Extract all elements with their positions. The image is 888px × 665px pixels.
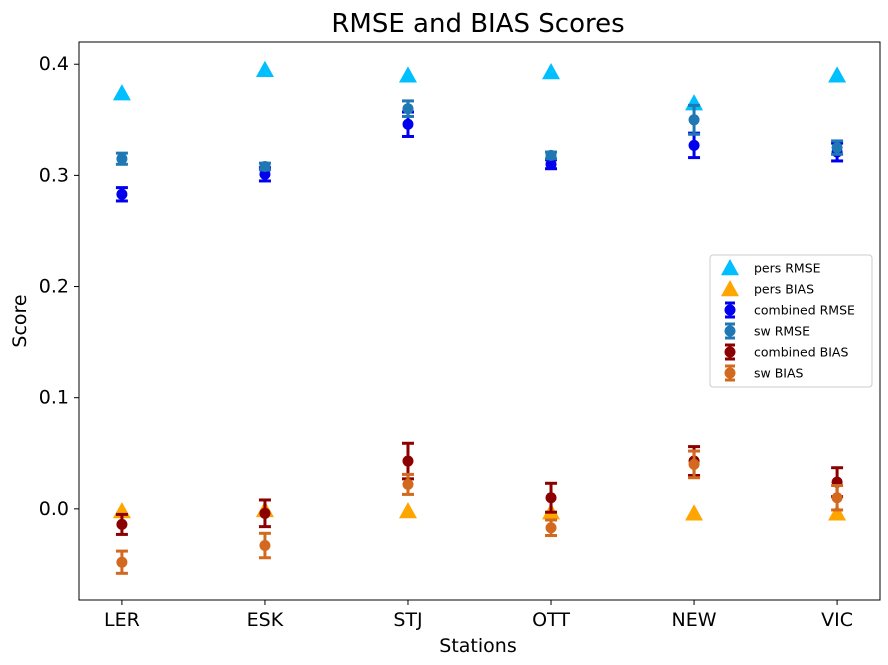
plot-area — [112, 60, 847, 575]
plot-frame — [78, 41, 881, 601]
combined-bias-point — [259, 507, 271, 519]
sw-bias-point — [116, 556, 128, 568]
y-tick-label: 0.3 — [39, 164, 69, 186]
y-axis-label: Score — [9, 294, 31, 347]
sw-bias-point — [402, 478, 414, 490]
combined-rmse-point — [116, 188, 128, 200]
combined-bias-point — [402, 455, 414, 467]
x-tick-label: STJ — [393, 609, 422, 631]
pers-rmse-point — [398, 66, 417, 83]
y-tick-label: 0.4 — [39, 53, 69, 75]
y-tick-label: 0.2 — [39, 276, 69, 298]
legend-label: combined BIAS — [754, 345, 848, 360]
sw-bias-point — [259, 540, 271, 552]
legend-box — [709, 254, 873, 388]
x-tick-label: LER — [104, 609, 140, 631]
pers-bias-point — [685, 504, 704, 521]
legend-marker-combined-bias — [724, 346, 736, 358]
combined-rmse-point — [688, 139, 700, 151]
y-tick-label: 0.1 — [39, 387, 69, 409]
legend-label: combined RMSE — [754, 303, 855, 318]
legend-label: sw BIAS — [754, 366, 804, 381]
x-tick-labels: LER ESK STJ OTT NEW VIC — [104, 600, 853, 631]
legend-marker-sw-bias — [724, 367, 736, 379]
x-axis-label: Stations — [439, 635, 516, 657]
chart-title: RMSE and BIAS Scores — [331, 9, 624, 39]
x-tick-label: NEW — [672, 609, 717, 631]
x-tick-label: ESK — [247, 609, 284, 631]
x-tick-label: VIC — [821, 609, 853, 631]
sw-rmse-point — [259, 160, 271, 172]
legend-marker-pers-rmse — [721, 259, 739, 276]
y-tick-labels: 0.0 0.1 0.2 0.3 0.4 — [39, 53, 79, 520]
pers-rmse-point — [828, 66, 847, 83]
x-tick-label: OTT — [532, 609, 570, 631]
combined-rmse-point — [259, 168, 271, 180]
pers-rmse-point — [542, 63, 561, 80]
sw-bias-point — [688, 458, 700, 470]
pers-rmse-point — [255, 60, 274, 77]
sw-rmse-point — [831, 142, 843, 154]
sw-bias-point — [831, 492, 843, 504]
sw-bias-point — [545, 522, 557, 534]
legend-label: pers BIAS — [754, 282, 814, 297]
combined-rmse-point — [402, 118, 414, 130]
legend-label: sw RMSE — [754, 324, 810, 339]
combined-bias-point — [545, 492, 557, 504]
sw-rmse-point — [116, 153, 128, 165]
legend-label: pers RMSE — [754, 261, 821, 276]
legend: pers RMSE pers BIAS combined RMSE sw RMSE co… — [709, 254, 873, 388]
sw-rmse-point — [545, 149, 557, 161]
combined-rmse-point — [545, 158, 557, 170]
pers-rmse-point — [112, 84, 131, 101]
legend-marker-combined-rmse — [724, 304, 736, 316]
y-tick-label: 0.0 — [39, 498, 69, 520]
combined-bias-point — [116, 518, 128, 530]
legend-marker-pers-bias — [721, 280, 739, 297]
legend-marker-sw-rmse — [724, 325, 736, 337]
sw-rmse-point — [688, 114, 700, 126]
sw-rmse-point — [402, 103, 414, 115]
pers-bias-point — [828, 504, 847, 521]
pers-bias-point — [398, 502, 417, 519]
